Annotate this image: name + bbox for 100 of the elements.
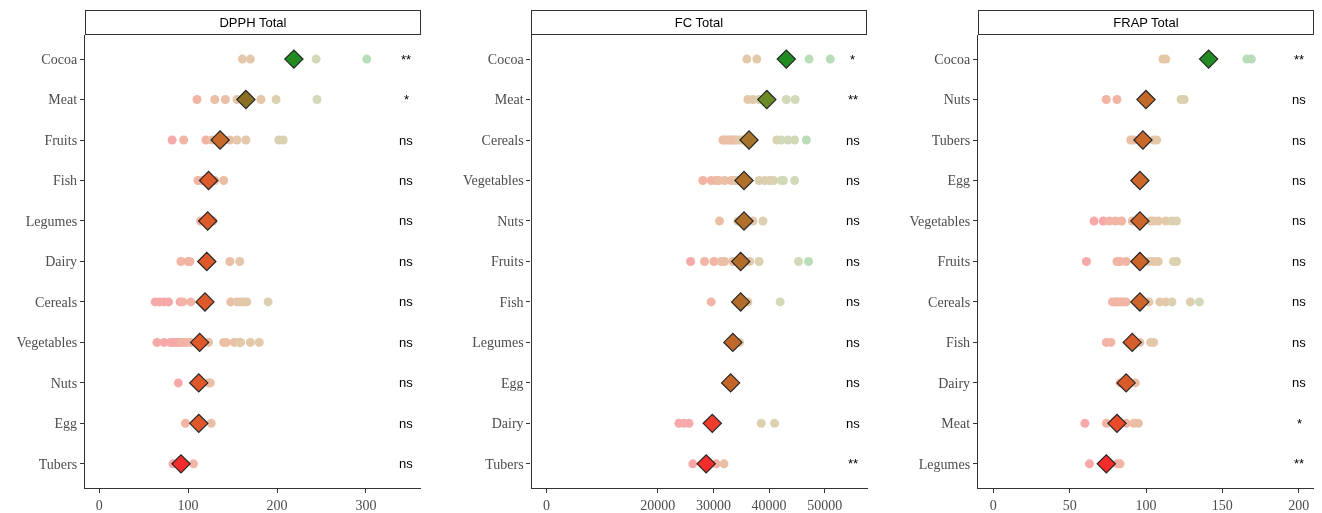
point [236, 89, 256, 110]
annotation: ns [399, 294, 414, 309]
point [197, 211, 218, 231]
point [734, 211, 754, 231]
annotation: ns [846, 294, 861, 309]
annotation: ns [1292, 133, 1307, 148]
point [1122, 332, 1142, 353]
chart-title: DPPH Total [219, 15, 287, 30]
y-tick-label: Tubers [931, 132, 971, 148]
y-tick-label: Cereals [481, 132, 524, 148]
annotation: ns [1292, 294, 1307, 309]
annotation: ns [1292, 173, 1307, 188]
annotation: ** [848, 92, 859, 107]
point [723, 332, 743, 353]
chart-title: FRAP Total [1113, 15, 1179, 30]
y-tick-label: Fish [945, 335, 971, 351]
annotation: ** [1294, 456, 1305, 471]
annotation: ns [1292, 92, 1307, 107]
x-tick-label: 0 [543, 498, 551, 513]
annotation: ns [399, 213, 414, 228]
x-tick-label: 0 [95, 498, 103, 513]
y-tick-label: Egg [947, 173, 971, 189]
y-tick-label: Nuts [497, 213, 524, 229]
y-tick-label: Cocoa [41, 51, 78, 67]
point [1130, 170, 1150, 191]
x-tick-label: 50 [1062, 498, 1077, 513]
point [1116, 373, 1136, 393]
point [189, 413, 209, 434]
x-tick-label: 100 [177, 498, 199, 513]
point [1198, 49, 1219, 69]
y-tick-label: Fruits [44, 132, 78, 148]
x-tick-label: 300 [355, 498, 377, 513]
y-tick-label: Fruits [490, 254, 524, 270]
x-tick-label: 100 [1135, 498, 1157, 513]
y-tick-label: Vegetables [16, 335, 78, 351]
point [171, 454, 191, 474]
annotation: ns [399, 254, 414, 269]
point [284, 49, 304, 69]
y-tick-label: Legumes [472, 335, 524, 351]
point [776, 49, 796, 69]
y-tick-label: Egg [501, 375, 524, 391]
y-tick-label: Egg [54, 416, 78, 432]
y-tick-label: Cocoa [934, 51, 971, 67]
y-tick-label: Tubers [485, 456, 524, 472]
chart-title: FC Total [674, 15, 724, 30]
y-tick-label: Dairy [491, 416, 524, 432]
point [1136, 89, 1156, 110]
point [734, 170, 754, 191]
annotation: ns [399, 456, 414, 471]
x-tick-label: 50000 [807, 498, 843, 513]
x-tick-label: 200 [1288, 498, 1310, 513]
y-tick-label: Legumes [918, 456, 971, 472]
point [757, 89, 777, 110]
y-tick-label: Meat [494, 92, 524, 108]
annotation: * [404, 92, 410, 107]
annotation: ns [846, 335, 861, 350]
x-tick-label: 40000 [751, 498, 787, 513]
annotation: ** [848, 456, 859, 471]
y-tick-label: Tubers [38, 456, 78, 472]
annotation: ns [846, 213, 861, 228]
y-tick-label: Cereals [35, 294, 78, 310]
annotation: ** [1294, 52, 1305, 67]
point [730, 251, 751, 272]
point [1133, 130, 1153, 150]
point [189, 373, 209, 393]
point [1130, 292, 1150, 312]
y-tick-label: Fish [499, 294, 524, 310]
annotation: ns [846, 133, 861, 148]
annotation: ns [399, 375, 414, 390]
annotation: * [1297, 416, 1303, 431]
annotation: * [850, 52, 856, 67]
annotation: ns [846, 254, 861, 269]
annotation: ns [846, 173, 861, 188]
point [195, 292, 215, 312]
annotation: ** [401, 52, 412, 67]
point [1130, 211, 1150, 231]
y-tick-label: Vegetables [462, 173, 524, 189]
annotation: ns [846, 416, 861, 431]
point [189, 332, 210, 353]
y-tick-label: Cereals [928, 294, 971, 310]
point [210, 130, 230, 150]
annotation: ns [1292, 375, 1307, 390]
y-tick-label: Cocoa [487, 51, 525, 67]
annotation: ns [399, 416, 414, 431]
y-tick-label: Fruits [937, 254, 971, 270]
y-tick-label: Meat [48, 92, 78, 108]
x-tick-label: 200 [266, 498, 288, 513]
point [197, 251, 217, 272]
annotation: ns [399, 335, 414, 350]
y-tick-label: Meat [941, 416, 971, 432]
annotation: ns [846, 375, 861, 390]
annotation: ns [399, 173, 414, 188]
point [730, 292, 751, 312]
point [1130, 251, 1150, 272]
annotation: ns [399, 133, 414, 148]
y-tick-label: Dairy [938, 375, 971, 391]
point [739, 130, 759, 150]
y-tick-label: Dairy [45, 254, 78, 270]
point [1107, 413, 1127, 434]
point [1096, 454, 1116, 474]
